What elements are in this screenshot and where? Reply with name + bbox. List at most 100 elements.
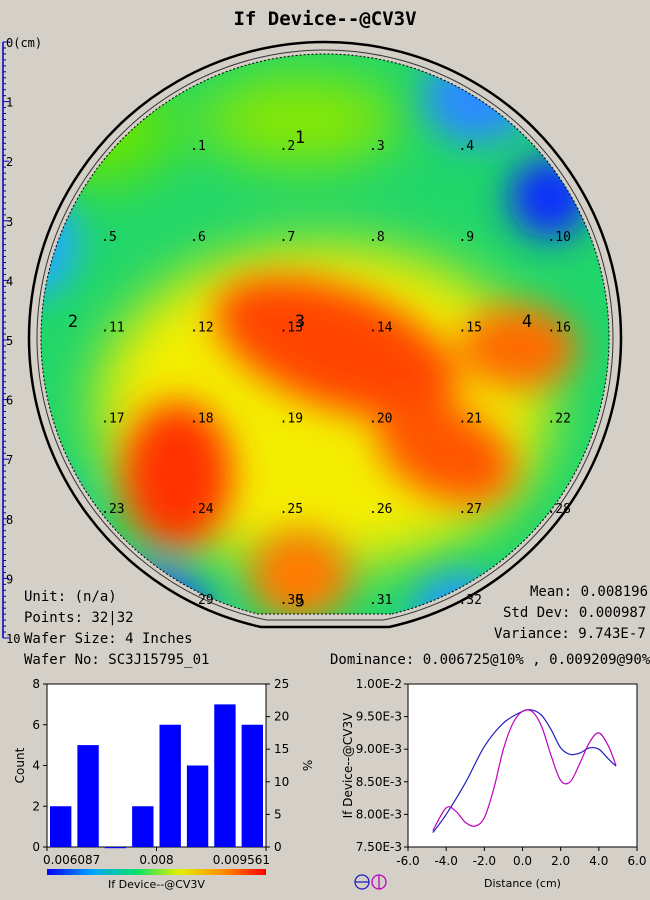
site-label: .17 [101, 411, 124, 426]
histogram-bar [104, 847, 127, 849]
profile-xtick: 4.0 [589, 854, 608, 868]
vertical-profile-icon[interactable] [371, 874, 387, 890]
site-label: .25 [280, 502, 303, 517]
site-label: .8 [369, 230, 385, 245]
histogram-bar [241, 724, 263, 847]
ruler-tick-label: 4 [6, 274, 13, 288]
heat-blob [122, 401, 232, 548]
profile-xtick: -6.0 [396, 854, 419, 868]
horizontal-profile-icon[interactable] [354, 874, 370, 890]
zone-label: 3 [295, 312, 305, 332]
site-label: .22 [547, 411, 570, 426]
wafer-no-label: Wafer No: SC3J15795_01 [24, 652, 210, 668]
ruler-tick-label: 1 [6, 96, 13, 110]
points-label: Points: 32|32 [24, 610, 134, 626]
profile-ytick: 1.00E-2 [356, 677, 402, 691]
wafer-map[interactable]: .1 .2 .3 .4 .5 .6 .7 .8 .9 .10 .11 .12 .13 .14 .15 .16.… [0, 0, 650, 650]
heat-blob [41, 465, 73, 566]
zone-label: 1 [295, 128, 305, 148]
profile-xlabel: Distance (cm) [484, 877, 561, 890]
ruler-tick-label: 0(cm) [6, 36, 40, 50]
histogram-bar [214, 704, 236, 847]
profile-chart: 7.50E-3 8.00E-3 8.50E-3 9.00E-3 9.50E-3 1.00E… [341, 677, 647, 890]
histogram-ytick: 0 [32, 840, 40, 854]
wafer-size-label: Wafer Size: 4 Inches [24, 631, 193, 647]
dominance-value: Dominance: 0.006725@10% , 0.009209@90% [330, 652, 650, 668]
site-label: .21 [458, 411, 481, 426]
site-label: .27 [458, 502, 481, 517]
zone-labels: 1 2 3 4 5 [68, 128, 532, 611]
histogram-y2tick: 5 [274, 807, 282, 821]
histogram-ytick: 8 [32, 677, 40, 691]
site-label: .23 [101, 502, 124, 517]
histogram-y2tick: 25 [274, 677, 289, 691]
profile-xtick: 2.0 [551, 854, 570, 868]
histogram-chart: 0 2 4 6 8 0 5 10 15 20 25 0.006087 0.008 0.009561 Coun… [13, 677, 314, 891]
site-label: .12 [190, 321, 213, 336]
unit-label: Unit: (n/a) [24, 589, 117, 605]
histogram-y2tick: 20 [274, 710, 289, 724]
zone-label: 5 [295, 591, 305, 611]
zone-label: 4 [522, 312, 532, 332]
histogram-bar [159, 724, 181, 847]
site-label: .15 [458, 321, 481, 336]
profile-ytick: 9.00E-3 [356, 742, 402, 756]
site-label: .9 [458, 230, 474, 245]
site-label: .32 [458, 593, 481, 608]
histogram-y2tick: 15 [274, 742, 289, 756]
site-label: .4 [458, 139, 474, 154]
site-label: .6 [190, 230, 206, 245]
site-labels: .1 .2 .3 .4 .5 .6 .7 .8 .9 .10 .11 .12 .13 .14 .15 .16.… [101, 139, 571, 608]
site-label: .7 [280, 230, 296, 245]
heat-blob [508, 156, 591, 239]
profile-ytick: 8.50E-3 [356, 775, 402, 789]
site-label: .5 [101, 230, 117, 245]
histogram-ylabel: Count [13, 747, 27, 783]
ruler-tick-label: 10 [6, 632, 20, 646]
histogram-xtick: 0.006087 [43, 853, 100, 867]
histogram-bar [50, 806, 72, 847]
variance-value: Variance: 9.743E-7 [494, 626, 646, 642]
histogram-bar [77, 745, 99, 847]
histogram-ytick: 6 [32, 718, 40, 732]
ruler-tick-label: 2 [6, 155, 13, 169]
mean-value: Mean: 0.008196 [530, 584, 649, 600]
site-label: .24 [190, 502, 214, 517]
ruler-tick-label: 3 [6, 215, 13, 229]
site-label: .31 [369, 593, 392, 608]
site-label: .20 [369, 411, 392, 426]
histogram-y2label: % [300, 760, 314, 771]
site-label: .10 [547, 230, 570, 245]
heat-blob [215, 277, 458, 418]
zone-label: 2 [68, 312, 78, 332]
profile-series-line [432, 709, 617, 832]
ruler-tick-label: 8 [6, 513, 13, 527]
profile-xtick: -4.0 [434, 854, 457, 868]
profile-xtick: -2.0 [473, 854, 496, 868]
histogram-xtick: 0.009561 [213, 853, 270, 867]
site-label: .18 [190, 411, 213, 426]
profile-plot-area [407, 683, 638, 848]
site-label: .30 [280, 593, 303, 608]
wafer-inner-outline [36, 49, 614, 621]
histogram-bar [186, 765, 209, 847]
site-label: .19 [280, 411, 303, 426]
histogram-xlabel: If Device--@CV3V [108, 878, 205, 891]
profile-ytick: 9.50E-3 [356, 710, 402, 724]
profile-series-line [432, 709, 617, 834]
heat-blob [376, 400, 514, 504]
profile-xtick: 0.0 [513, 854, 532, 868]
histogram-ytick: 4 [32, 759, 40, 773]
histogram-bar [132, 806, 154, 847]
heat-blob [458, 306, 577, 389]
site-label: .13 [280, 321, 303, 336]
color-scale-bar [47, 869, 266, 875]
histogram-y2tick: 10 [274, 775, 289, 789]
ruler-tick-label: 9 [6, 572, 13, 586]
ruler-tick-label: 5 [6, 334, 13, 348]
ruler-tick-label: 6 [6, 394, 13, 408]
profile-ytick: 8.00E-3 [356, 807, 402, 821]
site-label: .14 [369, 321, 393, 336]
profile-ytick: 7.50E-3 [356, 840, 402, 854]
histogram-ytick: 2 [32, 799, 40, 813]
